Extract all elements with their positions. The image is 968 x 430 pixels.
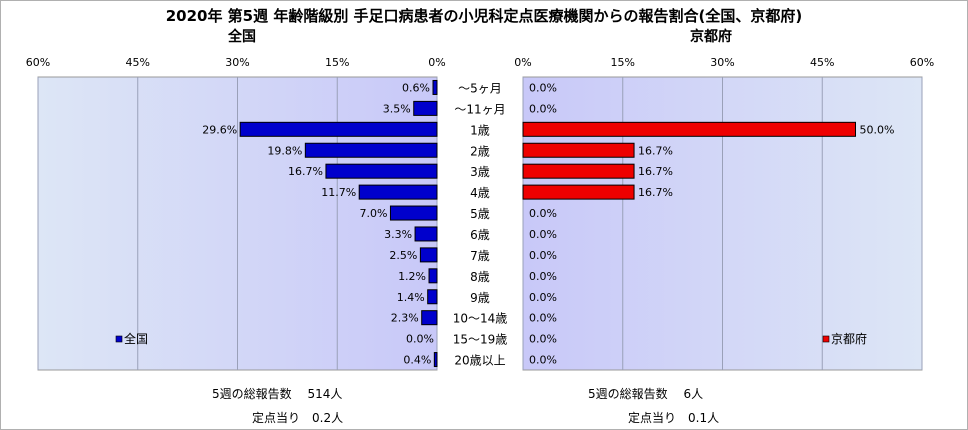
right-tick-label: 45%: [810, 56, 834, 69]
category-label: 15～19歳: [453, 333, 508, 347]
left-data-label: 1.4%: [397, 291, 425, 304]
category-label: 20歳以上: [454, 354, 505, 368]
right-tick-label: 30%: [710, 56, 734, 69]
left-bar: [428, 268, 438, 284]
left-data-label: 0.0%: [406, 333, 434, 346]
left-total-reports: 5週の総報告数 514人: [212, 387, 343, 401]
left-data-label: 2.5%: [389, 249, 417, 262]
right-data-label: 0.0%: [529, 270, 557, 283]
category-label: 4歳: [470, 186, 490, 200]
left-tick-label: 60%: [26, 56, 50, 69]
category-label: 7歳: [470, 249, 490, 263]
left-bar: [427, 289, 438, 305]
right-total-reports: 5週の総報告数 6人: [588, 387, 704, 401]
right-panel-subtitle: 京都府: [690, 29, 732, 45]
right-tick-label: 15%: [611, 56, 635, 69]
right-bar: [522, 142, 635, 158]
left-data-label: 3.5%: [383, 102, 411, 115]
left-bar: [239, 121, 438, 137]
category-label: 1歳: [470, 123, 490, 137]
left-per-sentinel: 定点当り 0.2人: [252, 411, 344, 425]
left-tick-label: 0%: [428, 56, 445, 69]
right-data-label: 0.0%: [529, 291, 557, 304]
right-data-label: 0.0%: [529, 102, 557, 115]
left-data-label: 2.3%: [391, 312, 419, 325]
left-data-label: 29.6%: [202, 123, 237, 136]
left-panel-subtitle: 全国: [228, 29, 256, 45]
category-label: 10～14歳: [453, 312, 508, 326]
left-bar: [389, 205, 438, 221]
left-data-label: 11.7%: [321, 186, 356, 199]
right-data-label: 0.0%: [529, 354, 557, 367]
right-data-label: 16.7%: [638, 144, 673, 157]
right-legend-swatch: [822, 335, 830, 343]
left-tick-label: 15%: [325, 56, 349, 69]
left-bar: [421, 310, 438, 326]
right-tick-label: 60%: [910, 56, 934, 69]
category-label: 6歳: [470, 228, 490, 242]
left-data-label: 16.7%: [288, 165, 323, 178]
category-label: 2歳: [470, 144, 490, 158]
right-bar: [522, 121, 856, 137]
right-bar: [522, 163, 635, 179]
right-tick-label: 0%: [514, 56, 531, 69]
right-legend-label: 京都府: [831, 331, 867, 346]
category-label: 3歳: [470, 165, 490, 179]
left-data-label: 1.2%: [398, 270, 426, 283]
right-data-label: 16.7%: [638, 165, 673, 178]
left-data-label: 7.0%: [359, 207, 387, 220]
left-bar: [414, 226, 438, 242]
left-bar: [358, 184, 438, 200]
right-data-label: 0.0%: [529, 312, 557, 325]
left-data-label: 0.4%: [403, 354, 431, 367]
left-bar: [432, 79, 438, 95]
left-bar: [304, 142, 438, 158]
category-label: 9歳: [470, 291, 490, 305]
right-per-sentinel: 定点当り 0.1人: [628, 411, 720, 425]
left-bar: [413, 100, 438, 116]
left-bar: [419, 247, 438, 263]
left-data-label: 0.6%: [402, 81, 430, 94]
right-data-label: 0.0%: [529, 249, 557, 262]
left-legend-swatch: [115, 335, 123, 343]
left-bar: [325, 163, 438, 179]
left-legend-label: 全国: [124, 331, 148, 346]
left-tick-label: 30%: [225, 56, 249, 69]
chart-title: 2020年 第5週 年齢階級別 手足口病患者の小児科定点医療機関からの報告割合(…: [165, 7, 803, 25]
right-bar: [522, 184, 635, 200]
right-data-label: 0.0%: [529, 228, 557, 241]
right-data-label: 0.0%: [529, 207, 557, 220]
category-label: 5歳: [470, 207, 490, 221]
right-data-label: 0.0%: [529, 81, 557, 94]
left-bar: [433, 352, 438, 368]
right-data-label: 0.0%: [529, 333, 557, 346]
left-data-label: 19.8%: [267, 144, 302, 157]
left-tick-label: 45%: [126, 56, 150, 69]
category-label: ～11ヶ月: [454, 102, 505, 116]
category-label: 8歳: [470, 270, 490, 284]
category-label: ～5ヶ月: [458, 81, 502, 95]
right-data-label: 50.0%: [860, 123, 895, 136]
left-data-label: 3.3%: [384, 228, 412, 241]
right-data-label: 16.7%: [638, 186, 673, 199]
